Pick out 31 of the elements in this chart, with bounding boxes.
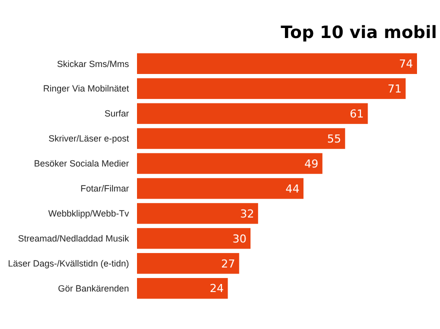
data-label: 71 bbox=[388, 82, 402, 96]
y-tick-label: Besöker Sociala Medier bbox=[34, 158, 129, 169]
bar bbox=[137, 278, 228, 299]
y-tick-label: Skriver/Läser e-post bbox=[48, 134, 130, 144]
y-tick-label: Streamad/Nedladdad Musik bbox=[18, 234, 130, 244]
data-label: 30 bbox=[232, 232, 247, 246]
data-label: 74 bbox=[399, 57, 413, 70]
bar bbox=[137, 178, 304, 199]
y-tick-label: Ringer Via Mobilnätet bbox=[43, 84, 130, 94]
data-label: 55 bbox=[327, 132, 342, 146]
data-label: 61 bbox=[350, 107, 364, 120]
bar bbox=[137, 78, 406, 99]
data-label: 32 bbox=[240, 207, 254, 220]
y-tick-label: Skickar Sms/Mms bbox=[57, 58, 130, 69]
y-tick-label: Gör Bankärenden bbox=[58, 284, 129, 294]
bar bbox=[137, 253, 240, 274]
data-label: 27 bbox=[221, 257, 236, 270]
data-label: 49 bbox=[304, 157, 318, 170]
bar bbox=[137, 203, 258, 224]
bar bbox=[137, 53, 417, 74]
chart-title: Top 10 via mobil bbox=[280, 23, 437, 43]
y-tick-label: Surfar bbox=[104, 108, 129, 119]
y-tick-label: Fotar/Filmar bbox=[80, 184, 129, 194]
y-tick-label: Läser Dags-/Kvällstidn (e-tidn) bbox=[8, 258, 129, 269]
bar bbox=[137, 153, 322, 174]
bar bbox=[137, 103, 368, 124]
bar bbox=[137, 128, 346, 149]
data-label: 44 bbox=[285, 182, 300, 196]
y-tick-label: Webbklipp/Webb-Tv bbox=[48, 208, 130, 219]
data-label: 24 bbox=[210, 282, 224, 296]
bar bbox=[137, 228, 251, 249]
